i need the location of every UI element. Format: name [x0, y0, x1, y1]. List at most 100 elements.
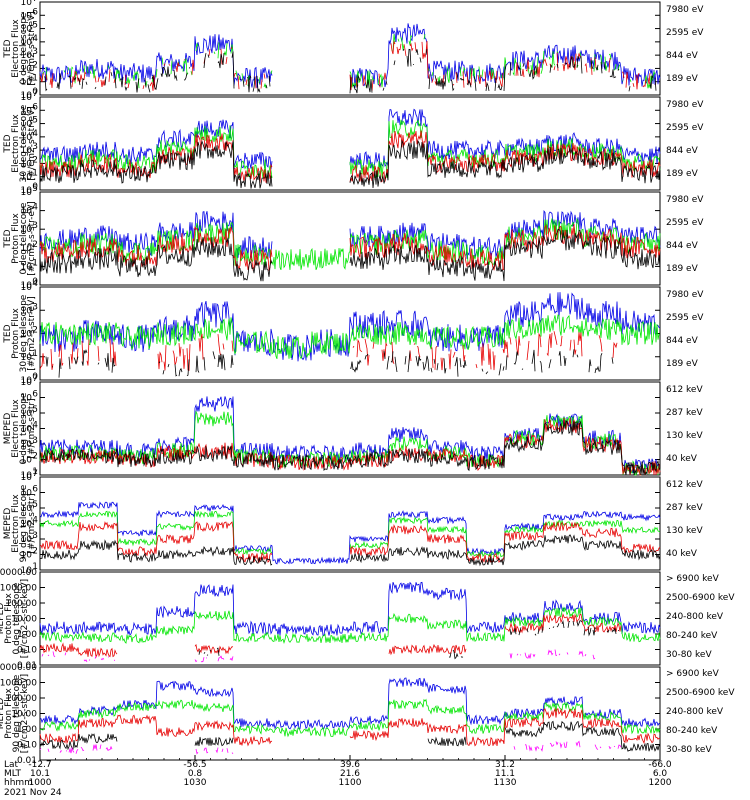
y-tick-exponent: 7: [32, 374, 38, 384]
legend-entry: 7980 eV: [666, 195, 704, 205]
y-tick-exponent: 4: [32, 203, 38, 213]
y-tick-exponent: 5: [32, 116, 38, 126]
x-tick-label-hhmm: 1200: [649, 778, 672, 788]
legend-entry: 2595 eV: [666, 218, 704, 228]
y-tick-exponent: 3: [32, 142, 38, 152]
legend-entry: 612 keV: [666, 480, 703, 490]
y-tick-exponent: 1: [32, 169, 38, 179]
y-tick-label: 1000.00: [0, 679, 37, 689]
y-axis-label: Proton Flux: [4, 593, 14, 644]
x-tick-label-hhmm: 1030: [184, 778, 207, 788]
series-240-800-kev: [39, 612, 622, 659]
legend-entry: 2500-6900 keV: [666, 593, 735, 603]
y-tick-exponent: 3: [32, 436, 38, 446]
y-tick-exponent: 7: [32, 469, 38, 479]
x-tick-label-lat: 39.6: [340, 760, 360, 770]
series-80-240-kev: [39, 606, 661, 644]
y-tick-exponent: 7: [32, 89, 38, 99]
series-80-240-kev: [39, 698, 661, 738]
x-row-label-mlt: MLT: [4, 769, 22, 779]
y-axis-label: [#/cm2-s-str]: [27, 398, 37, 458]
series-189-ev: [39, 108, 661, 170]
y-tick-exponent: 2: [32, 60, 38, 70]
y-axis-label: Electron Flux: [11, 114, 21, 173]
legend-entry: 130 keV: [666, 526, 703, 536]
y-tick-label: 10: [21, 51, 33, 61]
y-axis-label: 0 deg telescope: [19, 392, 29, 464]
legend-entry: 2595 eV: [666, 28, 704, 38]
x-tick-label-mlt: 11.1: [495, 769, 515, 779]
y-axis-label: [#/cm2-s-str-eV]: [27, 201, 37, 276]
y-axis-label: Electron Flux: [11, 19, 21, 78]
y-tick-exponent: 1: [32, 467, 38, 477]
x-date-label: 2021 Nov 24: [4, 788, 62, 798]
y-tick-exponent: 4: [32, 34, 38, 44]
panel-frame: [39, 1, 661, 96]
y-axis-label: 90 deg telescope: [12, 674, 22, 752]
y-tick-label: 10: [21, 566, 33, 576]
y-tick-exponent: 4: [32, 129, 38, 139]
y-tick-label: 10: [21, 456, 33, 466]
x-row-label-lat: Lat: [4, 760, 19, 770]
series-189-ev: [39, 292, 661, 362]
y-tick-label: 10: [21, 409, 33, 419]
y-tick-label: 1000.00: [0, 584, 37, 594]
y-tick-label: 10: [21, 520, 33, 530]
legend-entry: 30-80 keV: [666, 650, 712, 660]
y-axis-label: MEPED: [0, 698, 6, 730]
panel-frame: [39, 96, 661, 191]
y-tick-label: 10: [21, 173, 33, 183]
y-tick-exponent: 5: [32, 405, 38, 415]
y-axis-label: 90 deg telescope: [19, 484, 29, 562]
x-tick-label-lat: -56.5: [183, 760, 206, 770]
legend-entry: > 6900 keV: [666, 669, 720, 679]
x-tick-label-hhmm: 1000: [29, 778, 52, 788]
legend-entry: 844 eV: [666, 336, 699, 346]
legend-entry: 40 keV: [666, 454, 698, 464]
y-tick-exponent: 5: [32, 21, 38, 31]
y-tick-exponent: 1: [32, 258, 38, 268]
legend-entry: 7980 eV: [666, 100, 704, 110]
y-tick-label: 10: [21, 353, 33, 363]
series-287-kev: [39, 417, 661, 476]
panel-frame: [39, 476, 661, 571]
legend-entry: 189 eV: [666, 359, 699, 369]
y-tick-label: 10: [21, 489, 33, 499]
y-tick-label: 10: [21, 551, 33, 561]
y-tick-label: 10: [21, 64, 33, 74]
x-tick-label-mlt: 6.0: [653, 769, 668, 779]
y-axis-label: [#/cm2-s-str-eV]: [27, 106, 37, 181]
y-axis-label: 30 deg telescope: [19, 294, 29, 372]
y-tick-label: 10: [21, 394, 33, 404]
x-tick-label-hhmm: 1130: [494, 778, 517, 788]
y-axis-label: [#/cm2-s-str]: [27, 493, 37, 553]
y-tick-label: 1.00: [17, 630, 37, 640]
legend-entry: 2595 eV: [666, 313, 704, 323]
y-tick-exponent: 3: [32, 221, 38, 231]
y-tick-label: 10: [21, 25, 33, 35]
y-axis-label: 0 deg telescope: [12, 582, 22, 654]
y-tick-label: 10: [21, 188, 33, 198]
y-tick-label: 10: [21, 38, 33, 48]
series-40-kev: [39, 501, 661, 565]
legend-entry: 844 eV: [666, 51, 699, 61]
y-tick-label: 0.01: [17, 756, 37, 766]
y-tick-label: 10: [21, 535, 33, 545]
y-tick-label: 10: [21, 120, 33, 130]
y-tick-label: 100.00: [6, 694, 38, 704]
y-axis-label: 0 deg telescope: [19, 202, 29, 274]
y-axis-label: Proton Flux: [11, 308, 21, 359]
y-tick-exponent: 0: [32, 182, 38, 192]
y-tick-label: 10000.00: [0, 568, 37, 578]
y-tick-exponent: 5: [32, 184, 38, 194]
x-tick-label-lat: -12.7: [28, 760, 51, 770]
legend-entry: 612 keV: [666, 385, 703, 395]
y-axis-label: MEPED: [3, 508, 13, 540]
y-tick-label: 10: [21, 225, 33, 235]
series-612-kev: [39, 419, 661, 476]
y-axis-label: TED: [3, 229, 13, 248]
y-tick-label: 10: [21, 376, 33, 386]
